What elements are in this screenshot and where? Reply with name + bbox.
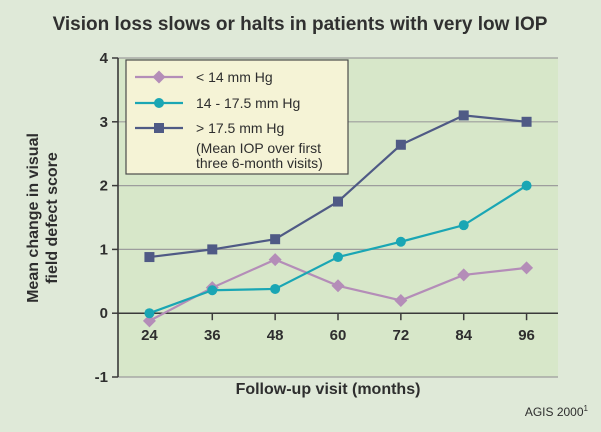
data-point — [458, 110, 469, 121]
y-axis-title-line-1: Mean change in visual — [25, 133, 42, 303]
legend-note-line-2: three 6-month visits) — [196, 155, 323, 171]
data-point — [457, 268, 471, 282]
data-point — [142, 314, 156, 328]
data-point — [394, 293, 408, 307]
x-tick-label: 84 — [455, 327, 472, 344]
y-axis-title-line-2: field defect score — [44, 152, 61, 284]
source-superscript: 1 — [584, 404, 589, 413]
x-tick-label: 48 — [267, 327, 284, 344]
x-tick-label: 72 — [393, 327, 410, 344]
x-tick-label: 24 — [141, 327, 158, 344]
data-point — [144, 308, 155, 319]
x-tick-label: 36 — [204, 327, 221, 344]
data-point — [333, 196, 343, 207]
legend-label-low: < 14 mm Hg — [196, 69, 273, 85]
y-tick-labels: -1 0 1 2 3 4 — [95, 50, 109, 386]
legend: < 14 mm Hg 14 - 17.5 mm Hg > 17.5 mm Hg … — [125, 59, 349, 175]
chart-title: Vision loss slows or halts in patients w… — [53, 14, 548, 35]
data-point — [520, 261, 534, 275]
x-tick-labels: 24 36 48 60 72 84 96 — [141, 327, 535, 344]
y-tick-label: -1 — [95, 369, 108, 386]
data-point — [207, 244, 218, 255]
y-tick-label: 0 — [100, 305, 108, 322]
legend-note-line-1: (Mean IOP over first — [196, 140, 321, 156]
legend-marker — [154, 98, 164, 108]
y-axis-title: Mean change in visual field defect score — [25, 133, 61, 303]
x-tick-label: 60 — [330, 327, 347, 344]
x-tick-label: 96 — [518, 327, 535, 344]
x-axis-title: Follow-up visit (months) — [236, 381, 421, 398]
source-text: AGIS 2000 — [525, 405, 584, 419]
data-point — [395, 139, 406, 150]
data-point — [521, 180, 532, 191]
y-tick-label: 2 — [100, 178, 108, 195]
data-point — [331, 279, 345, 293]
series-1 — [144, 180, 532, 319]
data-point — [395, 236, 406, 247]
legend-label-mid: 14 - 17.5 mm Hg — [196, 95, 300, 111]
source-citation: AGIS 20001 — [525, 404, 589, 419]
y-tick-label: 3 — [100, 114, 108, 131]
y-tick-label: 4 — [100, 50, 109, 67]
data-point — [458, 220, 469, 231]
data-point — [144, 252, 155, 263]
data-point — [333, 252, 343, 263]
data-point — [270, 283, 281, 294]
data-point — [270, 234, 281, 245]
axes — [112, 57, 558, 378]
legend-label-high: > 17.5 mm Hg — [196, 120, 284, 136]
data-point — [521, 116, 532, 127]
y-tick-label: 1 — [100, 241, 108, 258]
series-lines — [142, 110, 534, 328]
series-2 — [144, 110, 532, 263]
data-point — [268, 253, 282, 267]
data-point — [207, 285, 218, 296]
legend-markers — [135, 70, 183, 133]
legend-marker — [154, 123, 164, 133]
legend-marker — [152, 70, 166, 84]
